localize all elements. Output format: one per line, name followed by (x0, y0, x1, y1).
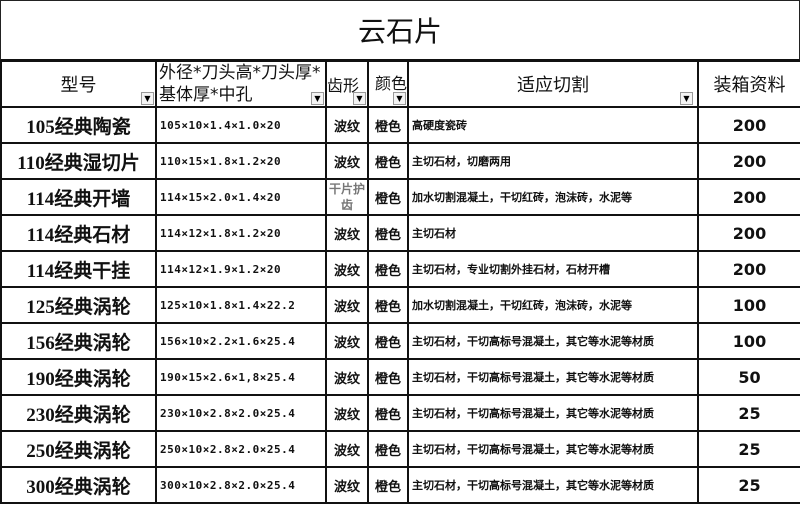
color-cell[interactable]: 橙色 (367, 142, 409, 180)
color-cell[interactable]: 橙色 (367, 322, 409, 360)
color-cell[interactable]: 橙色 (367, 250, 409, 288)
spec-cell[interactable]: 105×10×1.4×1.0×20 (155, 106, 327, 144)
header-spec: 外径*刀头高*刀头厚*基体厚*中孔 ▼ (155, 60, 327, 108)
model-cell[interactable]: 300经典涡轮 (0, 466, 157, 504)
dropdown-arrow-icon[interactable]: ▼ (311, 92, 324, 105)
tooth-cell[interactable]: 波纹 (325, 394, 369, 432)
color-cell[interactable]: 橙色 (367, 394, 409, 432)
use-cell[interactable]: 高硬度瓷砖 (407, 106, 699, 144)
model-cell[interactable]: 110经典湿切片 (0, 142, 157, 180)
spec-cell[interactable]: 114×15×2.0×1.4×20 (155, 178, 327, 216)
qty-cell[interactable]: 100 (697, 286, 800, 324)
table-row: 114经典开墙 114×15×2.0×1.4×20 干片护齿 橙色 加水切割混凝土，干切… (0, 178, 800, 216)
model-cell[interactable]: 114经典开墙 (0, 178, 157, 216)
use-cell[interactable]: 主切石材，干切高标号混凝土，其它等水泥等材质 (407, 430, 699, 468)
product-table: 型号 ▼ 外径*刀头高*刀头厚*基体厚*中孔 ▼ 齿形 ▼ 颜色 ▼ 适应切割 ▼ 装箱资… (0, 60, 800, 504)
table-row: 300经典涡轮 300×10×2.8×2.0×25.4 波纹 橙色 主切石材，干切高标号… (0, 466, 800, 504)
spec-cell[interactable]: 114×12×1.8×1.2×20 (155, 214, 327, 252)
tooth-cell[interactable]: 波纹 (325, 466, 369, 504)
sheet-title: 云石片 (0, 0, 800, 61)
model-cell[interactable]: 125经典涡轮 (0, 286, 157, 324)
table-row: 114经典干挂 114×12×1.9×1.2×20 波纹 橙色 主切石材，专业切割外挂石… (0, 250, 800, 288)
spec-cell[interactable]: 156×10×2.2×1.6×25.4 (155, 322, 327, 360)
use-cell[interactable]: 主切石材，专业切割外挂石材，石材开槽 (407, 250, 699, 288)
table-row: 156经典涡轮 156×10×2.2×1.6×25.4 波纹 橙色 主切石材，干切高标号… (0, 322, 800, 360)
tooth-cell[interactable]: 波纹 (325, 358, 369, 396)
spec-cell[interactable]: 125×10×1.8×1.4×22.2 (155, 286, 327, 324)
qty-cell[interactable]: 25 (697, 394, 800, 432)
model-cell[interactable]: 114经典石材 (0, 214, 157, 252)
header-row: 型号 ▼ 外径*刀头高*刀头厚*基体厚*中孔 ▼ 齿形 ▼ 颜色 ▼ 适应切割 ▼ 装箱资… (0, 60, 800, 108)
model-cell[interactable]: 230经典涡轮 (0, 394, 157, 432)
tooth-cell[interactable]: 波纹 (325, 214, 369, 252)
qty-cell[interactable]: 200 (697, 214, 800, 252)
model-cell[interactable]: 156经典涡轮 (0, 322, 157, 360)
model-cell[interactable]: 114经典干挂 (0, 250, 157, 288)
use-cell[interactable]: 主切石材，干切高标号混凝土，其它等水泥等材质 (407, 466, 699, 504)
model-cell[interactable]: 250经典涡轮 (0, 430, 157, 468)
tooth-cell[interactable]: 波纹 (325, 106, 369, 144)
model-cell[interactable]: 190经典涡轮 (0, 358, 157, 396)
color-cell[interactable]: 橙色 (367, 178, 409, 216)
qty-cell[interactable]: 200 (697, 250, 800, 288)
header-tooth: 齿形 ▼ (325, 60, 369, 108)
color-cell[interactable]: 橙色 (367, 106, 409, 144)
color-cell[interactable]: 橙色 (367, 286, 409, 324)
header-qty: 装箱资料 (697, 60, 800, 108)
tooth-cell[interactable]: 波纹 (325, 322, 369, 360)
table-row: 110经典湿切片 110×15×1.8×1.2×20 波纹 橙色 主切石材，切磨两用 20… (0, 142, 800, 180)
qty-cell[interactable]: 50 (697, 358, 800, 396)
spec-cell[interactable]: 300×10×2.8×2.0×25.4 (155, 466, 327, 504)
use-cell[interactable]: 主切石材，切磨两用 (407, 142, 699, 180)
spec-cell[interactable]: 114×12×1.9×1.2×20 (155, 250, 327, 288)
table-row: 230经典涡轮 230×10×2.8×2.0×25.4 波纹 橙色 主切石材，干切高标号… (0, 394, 800, 432)
dropdown-arrow-icon[interactable]: ▼ (141, 92, 154, 105)
spec-cell[interactable]: 230×10×2.8×2.0×25.4 (155, 394, 327, 432)
use-cell[interactable]: 主切石材，干切高标号混凝土，其它等水泥等材质 (407, 322, 699, 360)
color-cell[interactable]: 橙色 (367, 214, 409, 252)
qty-cell[interactable]: 200 (697, 142, 800, 180)
color-cell[interactable]: 橙色 (367, 358, 409, 396)
table-row: 105经典陶瓷 105×10×1.4×1.0×20 波纹 橙色 高硬度瓷砖 200 (0, 106, 800, 144)
tooth-cell[interactable]: 波纹 (325, 142, 369, 180)
qty-cell[interactable]: 25 (697, 430, 800, 468)
qty-cell[interactable]: 25 (697, 466, 800, 504)
use-cell[interactable]: 主切石材，干切高标号混凝土，其它等水泥等材质 (407, 358, 699, 396)
tooth-cell[interactable]: 干片护齿 (325, 178, 369, 216)
table-row: 190经典涡轮 190×15×2.6×1,8×25.4 波纹 橙色 主切石材，干切高标号… (0, 358, 800, 396)
tooth-cell[interactable]: 波纹 (325, 430, 369, 468)
use-cell[interactable]: 加水切割混凝土，干切红砖，泡沫砖，水泥等 (407, 286, 699, 324)
use-cell[interactable]: 主切石材，干切高标号混凝土，其它等水泥等材质 (407, 394, 699, 432)
tooth-cell[interactable]: 波纹 (325, 250, 369, 288)
table-row: 125经典涡轮 125×10×1.8×1.4×22.2 波纹 橙色 加水切割混凝土，干切… (0, 286, 800, 324)
use-cell[interactable]: 加水切割混凝土，干切红砖，泡沫砖，水泥等 (407, 178, 699, 216)
model-cell[interactable]: 105经典陶瓷 (0, 106, 157, 144)
color-cell[interactable]: 橙色 (367, 466, 409, 504)
tooth-cell[interactable]: 波纹 (325, 286, 369, 324)
header-use: 适应切割 ▼ (407, 60, 699, 108)
table-row: 114经典石材 114×12×1.8×1.2×20 波纹 橙色 主切石材 200 (0, 214, 800, 252)
spec-cell[interactable]: 190×15×2.6×1,8×25.4 (155, 358, 327, 396)
dropdown-arrow-icon[interactable]: ▼ (353, 92, 366, 105)
qty-cell[interactable]: 200 (697, 106, 800, 144)
qty-cell[interactable]: 200 (697, 178, 800, 216)
use-cell[interactable]: 主切石材 (407, 214, 699, 252)
spec-cell[interactable]: 250×10×2.8×2.0×25.4 (155, 430, 327, 468)
color-cell[interactable]: 橙色 (367, 430, 409, 468)
table-row: 250经典涡轮 250×10×2.8×2.0×25.4 波纹 橙色 主切石材，干切高标号… (0, 430, 800, 468)
dropdown-arrow-icon[interactable]: ▼ (680, 92, 693, 105)
spec-cell[interactable]: 110×15×1.8×1.2×20 (155, 142, 327, 180)
dropdown-arrow-icon[interactable]: ▼ (393, 92, 406, 105)
header-model: 型号 ▼ (0, 60, 157, 108)
qty-cell[interactable]: 100 (697, 322, 800, 360)
header-color: 颜色 ▼ (367, 60, 409, 108)
